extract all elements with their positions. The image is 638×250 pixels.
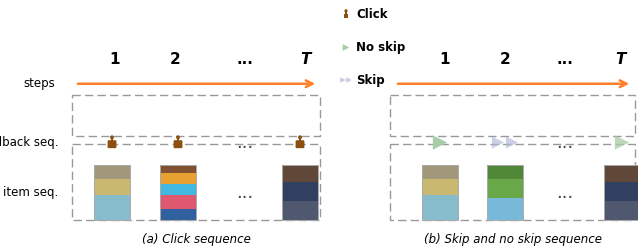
FancyBboxPatch shape — [108, 141, 116, 144]
Bar — [604, 165, 638, 182]
Text: (b) Skip and no skip sequence: (b) Skip and no skip sequence — [424, 234, 602, 246]
Bar — [604, 165, 638, 220]
Bar — [94, 165, 130, 220]
Polygon shape — [343, 44, 349, 51]
Bar — [94, 195, 130, 220]
Text: T: T — [300, 52, 310, 68]
Bar — [160, 184, 196, 195]
Bar — [160, 165, 196, 220]
Text: 2: 2 — [500, 52, 510, 68]
Bar — [282, 165, 318, 220]
Text: ...: ... — [556, 52, 574, 68]
Polygon shape — [492, 136, 504, 148]
Circle shape — [299, 136, 301, 138]
Polygon shape — [346, 77, 352, 83]
Text: Skip: Skip — [356, 74, 385, 86]
Text: ...: ... — [237, 52, 253, 68]
Bar — [160, 209, 196, 220]
Bar — [94, 179, 130, 195]
FancyBboxPatch shape — [108, 140, 116, 148]
Bar — [177, 137, 179, 141]
Text: 1: 1 — [440, 52, 450, 68]
Bar — [299, 137, 301, 141]
FancyBboxPatch shape — [295, 140, 304, 148]
Bar — [422, 165, 458, 179]
Polygon shape — [433, 135, 447, 150]
Bar — [111, 137, 114, 141]
FancyBboxPatch shape — [174, 140, 182, 148]
Bar — [282, 182, 318, 201]
Bar — [487, 165, 523, 220]
Text: ...: ... — [236, 184, 254, 202]
Bar — [422, 165, 458, 220]
Polygon shape — [615, 135, 629, 150]
Bar — [422, 195, 458, 220]
Text: steps: steps — [23, 77, 55, 90]
Bar — [160, 195, 196, 209]
FancyBboxPatch shape — [174, 141, 182, 144]
Bar — [487, 179, 523, 198]
Bar — [160, 173, 196, 184]
Polygon shape — [506, 136, 518, 148]
Text: Click: Click — [356, 8, 387, 22]
Bar — [160, 165, 196, 173]
Text: 1: 1 — [110, 52, 120, 68]
Bar — [422, 179, 458, 195]
Bar — [282, 201, 318, 220]
Text: (a) Click sequence: (a) Click sequence — [142, 234, 251, 246]
Text: No skip: No skip — [356, 41, 405, 54]
Bar — [344, 14, 348, 18]
Text: 2: 2 — [170, 52, 181, 68]
Polygon shape — [340, 77, 346, 83]
Text: ...: ... — [556, 134, 574, 152]
FancyBboxPatch shape — [296, 141, 304, 144]
Text: T: T — [615, 52, 625, 68]
Text: feedback seq.: feedback seq. — [0, 136, 58, 149]
Bar — [282, 165, 318, 182]
Circle shape — [177, 136, 179, 138]
Bar — [487, 165, 523, 179]
Bar — [94, 165, 130, 179]
Bar — [487, 198, 523, 220]
Bar — [604, 201, 638, 220]
Bar — [604, 182, 638, 201]
Circle shape — [345, 10, 347, 12]
Bar — [345, 11, 347, 14]
Circle shape — [111, 136, 114, 138]
Text: ...: ... — [236, 134, 254, 152]
Text: item seq.: item seq. — [3, 186, 58, 199]
Text: ...: ... — [556, 184, 574, 202]
